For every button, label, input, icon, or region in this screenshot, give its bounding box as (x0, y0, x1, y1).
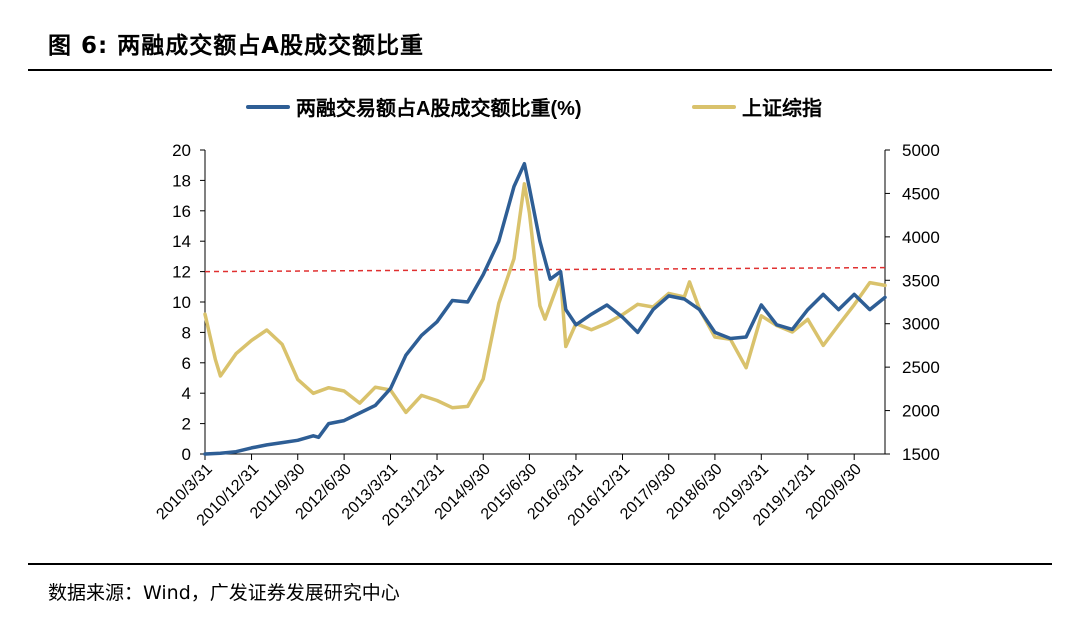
y-left-tick-label: 18 (172, 171, 191, 190)
y-right-tick-label: 2000 (902, 402, 940, 421)
source-rule (28, 563, 1052, 565)
y-right-tick-label: 4000 (902, 228, 940, 247)
legend-ratio-label: 两融交易额占A股成交额比重(%) (296, 96, 582, 120)
reference-line (204, 266, 886, 273)
y-left-tick-label: 0 (182, 445, 191, 464)
legend-index-label: 上证综指 (742, 96, 822, 120)
reference-line-12 (204, 266, 886, 273)
legend: 两融交易额占A股成交额比重(%) 上证综指 (246, 96, 822, 120)
y-left-tick-label: 20 (172, 141, 191, 160)
title-rule (28, 69, 1052, 71)
y-right-tick-label: 3500 (902, 271, 940, 290)
y-right-tick-label: 2500 (902, 358, 940, 377)
series-line-index (203, 182, 887, 415)
y-right-tick-label: 5000 (902, 141, 940, 160)
y-left-tick-label: 16 (172, 202, 191, 221)
y-left-tick-label: 14 (172, 232, 191, 251)
y-right-tick-label: 4500 (902, 184, 940, 203)
y-left-tick-label: 8 (182, 323, 191, 342)
y-right-tick-label: 1500 (902, 445, 940, 464)
y-left-tick-label: 2 (182, 415, 191, 434)
y-left-tick-label: 4 (182, 384, 191, 403)
y-left-tick-label: 12 (172, 263, 191, 282)
y-left-tick-label: 10 (172, 293, 191, 312)
y-left-tick-label: 6 (182, 354, 191, 373)
series-group (203, 161, 887, 456)
y-right-tick-label: 3000 (902, 315, 940, 334)
source-note: 数据来源：Wind，广发证券发展研究中心 (48, 582, 400, 604)
chart: 两融交易额占A股成交额比重(%) 上证综指 0 2 4 6 8 10 12 14 16 18 20 15… (153, 96, 940, 529)
figure-title: 图 6: 两融成交额占A股成交额比重 (48, 33, 425, 59)
series-line-ratio (203, 161, 887, 456)
